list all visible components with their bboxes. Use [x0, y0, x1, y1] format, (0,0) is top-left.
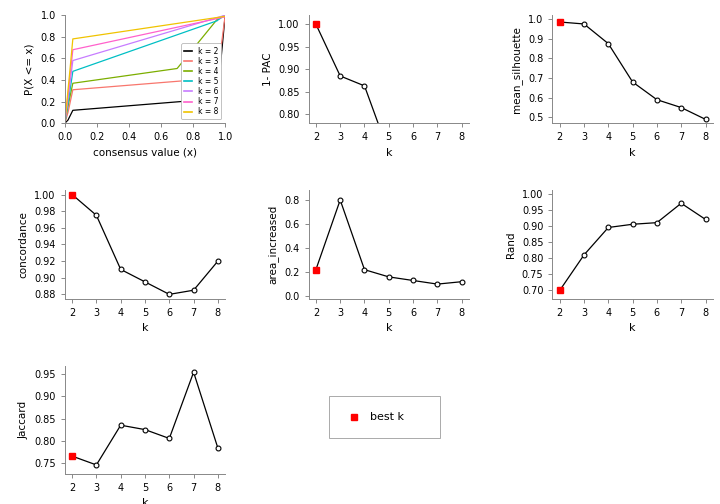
X-axis label: k: k: [629, 148, 636, 158]
X-axis label: consensus value (x): consensus value (x): [93, 148, 197, 158]
Text: best k: best k: [369, 412, 403, 422]
X-axis label: k: k: [142, 498, 148, 504]
X-axis label: k: k: [629, 323, 636, 333]
Legend: k = 2, k = 3, k = 4, k = 5, k = 6, k = 7, k = 8: k = 2, k = 3, k = 4, k = 5, k = 6, k = 7…: [181, 43, 221, 119]
Y-axis label: Rand: Rand: [506, 231, 516, 258]
FancyBboxPatch shape: [330, 396, 440, 438]
Y-axis label: 1- PAC: 1- PAC: [263, 52, 272, 86]
X-axis label: k: k: [142, 323, 148, 333]
Y-axis label: Jaccard: Jaccard: [19, 401, 29, 439]
Y-axis label: P(X <= x): P(X <= x): [25, 43, 35, 95]
X-axis label: k: k: [385, 148, 392, 158]
Y-axis label: mean_silhouette: mean_silhouette: [511, 26, 523, 112]
Y-axis label: area_increased: area_increased: [268, 205, 279, 284]
X-axis label: k: k: [385, 323, 392, 333]
Y-axis label: concordance: concordance: [19, 211, 29, 278]
